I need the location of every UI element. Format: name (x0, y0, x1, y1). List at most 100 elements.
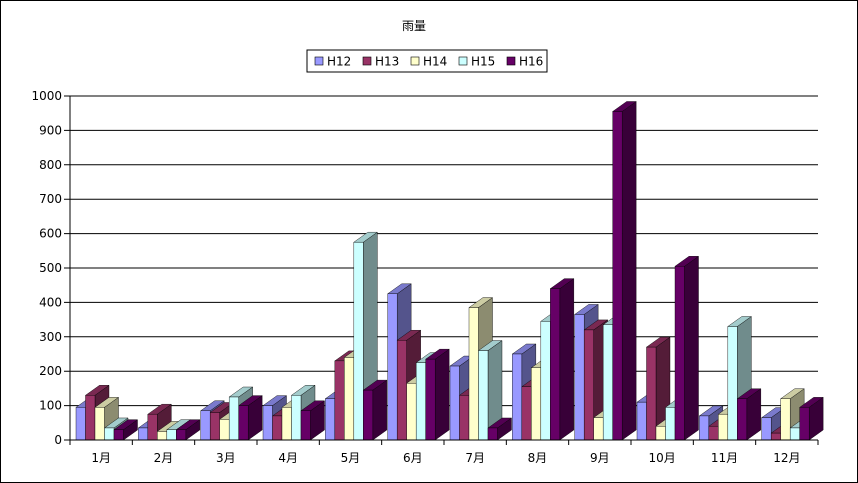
bar-front (583, 329, 594, 441)
bar-front (425, 358, 436, 441)
bar-front (699, 415, 710, 441)
bar-front (262, 405, 273, 441)
x-tick-label: 12月 (773, 451, 800, 465)
bar-front (200, 410, 211, 441)
legend-item: H14 (410, 55, 447, 69)
bar-H16-3月 (238, 395, 263, 441)
bar-H16-6月 (425, 348, 450, 441)
bar-front (780, 398, 791, 441)
x-tick-label: 2月 (154, 451, 174, 465)
bar-front (291, 395, 302, 441)
x-tick-label: 1月 (91, 451, 111, 465)
chart-title: 雨量 (402, 19, 426, 33)
bar-front (459, 395, 470, 441)
bar-front (727, 326, 738, 441)
legend-swatch (314, 56, 324, 66)
bar-front (272, 415, 283, 441)
bar-front (665, 407, 676, 441)
x-tick-label: 9月 (590, 451, 610, 465)
bar-front (708, 426, 719, 441)
bar-front (334, 360, 345, 441)
bar-H16-1月 (113, 419, 139, 441)
y-tick-label: 700 (39, 192, 62, 206)
bar-side (559, 278, 575, 441)
bar-H15-7月 (477, 340, 503, 441)
bar-front (737, 398, 748, 441)
bar-front (540, 321, 551, 441)
bar-front (157, 431, 168, 441)
bar-front (406, 383, 417, 441)
bar-front (468, 307, 479, 441)
x-tick-label: 5月 (341, 451, 361, 465)
x-tick-label: 10月 (649, 451, 676, 465)
bar-front (550, 288, 561, 441)
bar-front (512, 353, 523, 441)
y-tick-label: 800 (39, 158, 62, 172)
x-tick-label: 11月 (711, 451, 738, 465)
bar-side (621, 101, 637, 441)
legend-label: H13 (375, 55, 399, 69)
bar-front (396, 340, 407, 441)
bar-front (325, 398, 336, 441)
bar-front (655, 426, 666, 441)
legend-swatch (410, 56, 420, 66)
bar-front (104, 427, 115, 441)
bar-H16-8月 (549, 278, 575, 441)
x-tick-label: 6月 (403, 451, 423, 465)
bar-front (238, 405, 249, 441)
y-tick-label: 600 (39, 227, 62, 241)
bar-front (718, 414, 729, 441)
bar-front (761, 417, 772, 441)
x-tick-label: 3月 (216, 451, 236, 465)
bar-front (176, 429, 187, 441)
bar-front (770, 432, 781, 441)
bar-front (113, 429, 124, 441)
bar-front (363, 389, 374, 441)
bar-front (574, 314, 585, 441)
bar-front (387, 293, 398, 441)
x-tick-label: 8月 (528, 451, 548, 465)
bar-front (593, 417, 604, 441)
bar-H16-9月 (612, 101, 637, 441)
bar-side (684, 255, 699, 441)
bars (75, 101, 824, 441)
bar-front (228, 396, 239, 441)
legend-label: H14 (423, 55, 447, 69)
bar-front (138, 427, 149, 441)
bar-front (209, 412, 220, 441)
bar-front (449, 365, 460, 441)
bar-front (521, 386, 532, 441)
bar-front (789, 427, 800, 441)
legend-box (306, 49, 548, 73)
legend-swatch (362, 56, 372, 66)
bar-front (602, 324, 613, 441)
legend: H12 H13 H14 H15 H16 (306, 49, 548, 73)
x-tick-label: 4月 (278, 451, 298, 465)
bar-front (531, 367, 542, 441)
bar-front (219, 419, 230, 441)
bar-H16-10月 (674, 255, 700, 441)
legend-swatch (458, 56, 468, 66)
bar-front (281, 407, 292, 441)
legend-label: H16 (519, 55, 543, 69)
y-tick-label: 200 (39, 364, 62, 378)
bar-side (434, 348, 450, 441)
bar-front (344, 357, 355, 441)
legend-label: H12 (327, 55, 351, 69)
legend-label: H15 (471, 55, 495, 69)
x-tick-label: 7月 (465, 451, 485, 465)
bar-front (478, 350, 489, 441)
bar-H16-12月 (799, 396, 824, 441)
bar-front (166, 429, 177, 441)
bar-front (415, 362, 426, 441)
bar-front (487, 427, 498, 441)
bar-H16-11月 (736, 388, 762, 441)
y-tick-label: 400 (39, 295, 62, 309)
legend-item: H15 (458, 55, 495, 69)
bar-side (372, 379, 388, 441)
bar-front (612, 111, 623, 441)
legend-swatch (506, 56, 516, 66)
bar-H16-2月 (175, 419, 201, 441)
bar-front (646, 346, 657, 441)
